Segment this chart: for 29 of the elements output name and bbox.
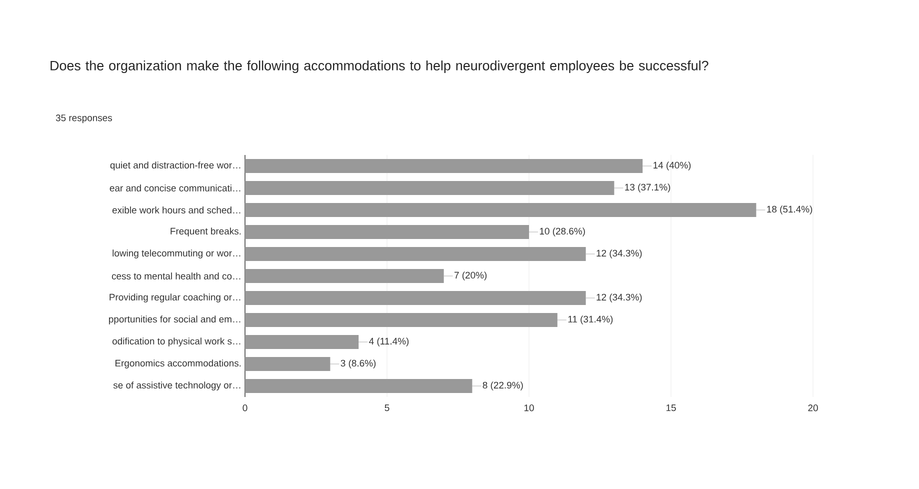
data-label: 3 (8.6%) <box>340 360 376 368</box>
x-tick-label: 10 <box>524 404 534 412</box>
text: 35 responses <box>56 114 112 124</box>
data-label: 18 (51.4%) <box>767 206 812 214</box>
data-label: 4 (11.4%) <box>369 338 409 346</box>
data-label: 13 (37.1%) <box>625 184 670 192</box>
data-label: 12 (34.3%) <box>596 294 642 302</box>
data-label: 12 (34.3%) <box>596 250 642 258</box>
y-tick-label: odification to physical work s… <box>112 338 240 346</box>
data-label: 10 (28.6%) <box>540 228 585 236</box>
y-tick-label: ear and concise communicati… <box>110 184 240 192</box>
chart-title: Does the organization make the following accommodations to help neurodivergent employees be successful? <box>50 60 708 74</box>
x-tick-label: 20 <box>808 404 818 412</box>
x-tick-label: 5 <box>384 404 390 412</box>
y-tick-label: lowing telecommuting or wor… <box>112 250 240 258</box>
data-label: 14 (40%) <box>654 162 691 170</box>
x-tick-label: 15 <box>666 404 676 412</box>
x-tick-label: 0 <box>242 404 248 412</box>
y-tick-label: Providing regular coaching or… <box>110 294 240 302</box>
data-label: 7 (20%) <box>454 272 487 280</box>
y-tick-label: pportunities for social and em… <box>109 316 240 324</box>
y-tick-label: Frequent breaks. <box>170 228 241 236</box>
data-label: 11 (31.4%) <box>568 316 613 324</box>
y-tick-label: se of assistive technology or… <box>113 382 240 390</box>
data-label: 8 (22.9%) <box>482 382 523 390</box>
y-tick-label: Ergonomics accommodations. <box>115 360 241 368</box>
y-tick-label: exible work hours and sched… <box>112 206 240 214</box>
y-tick-label: cess to mental health and co… <box>112 272 240 280</box>
y-tick-label: quiet and distraction-free wor… <box>110 162 240 170</box>
